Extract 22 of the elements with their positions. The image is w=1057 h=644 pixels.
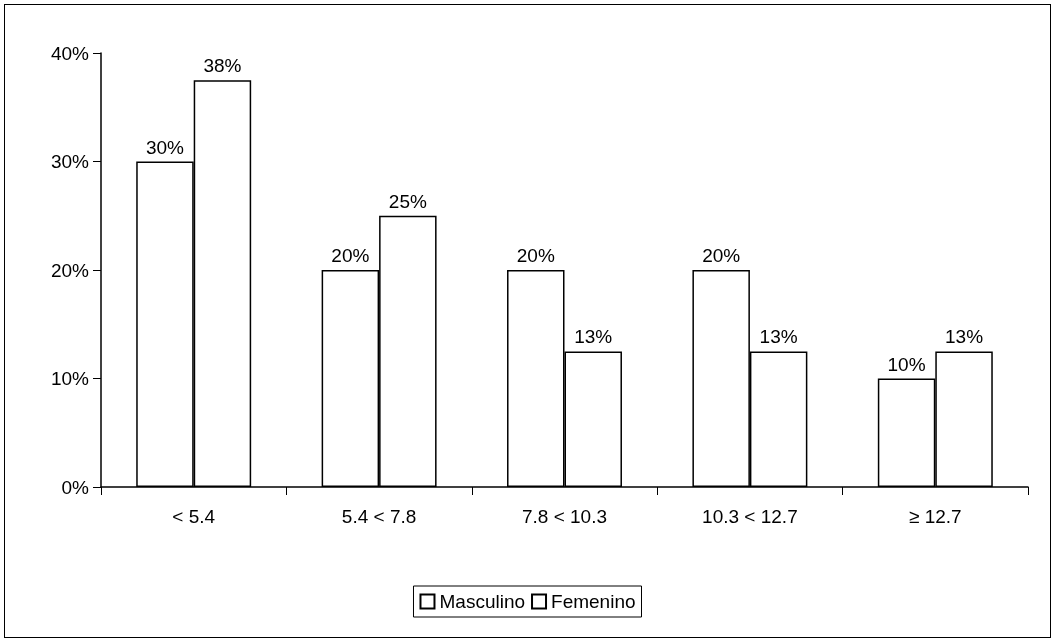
data-label: 10% (887, 353, 926, 375)
y-tick-label: 30% (50, 151, 90, 172)
data-label: 13% (945, 326, 984, 348)
y-tick-label: 0% (61, 476, 90, 498)
y-tick-label: 20% (50, 259, 90, 281)
y-tick-label: 10% (50, 368, 90, 389)
legend-label: Masculino (439, 591, 526, 612)
data-label: 13% (574, 326, 613, 348)
data-label: 13% (759, 326, 798, 348)
data-label: 30% (145, 136, 185, 158)
x-tick-label: 5.4 < 7.8 (341, 506, 417, 527)
x-tick-label: 7.8 < 10.3 (521, 506, 608, 527)
data-label: 20% (702, 245, 741, 266)
data-label: 20% (331, 245, 370, 266)
x-tick-label: < 5.4 (172, 506, 216, 527)
legend-label: Femenino (551, 591, 636, 612)
data-label: 20% (516, 245, 555, 266)
x-tick-label: ≥ 12.7 (908, 506, 962, 527)
data-label: 38% (203, 55, 242, 77)
data-label: 25% (388, 190, 427, 212)
x-tick-label: 10.3 < 12.7 (702, 506, 798, 527)
y-tick-label: 40% (50, 42, 90, 64)
